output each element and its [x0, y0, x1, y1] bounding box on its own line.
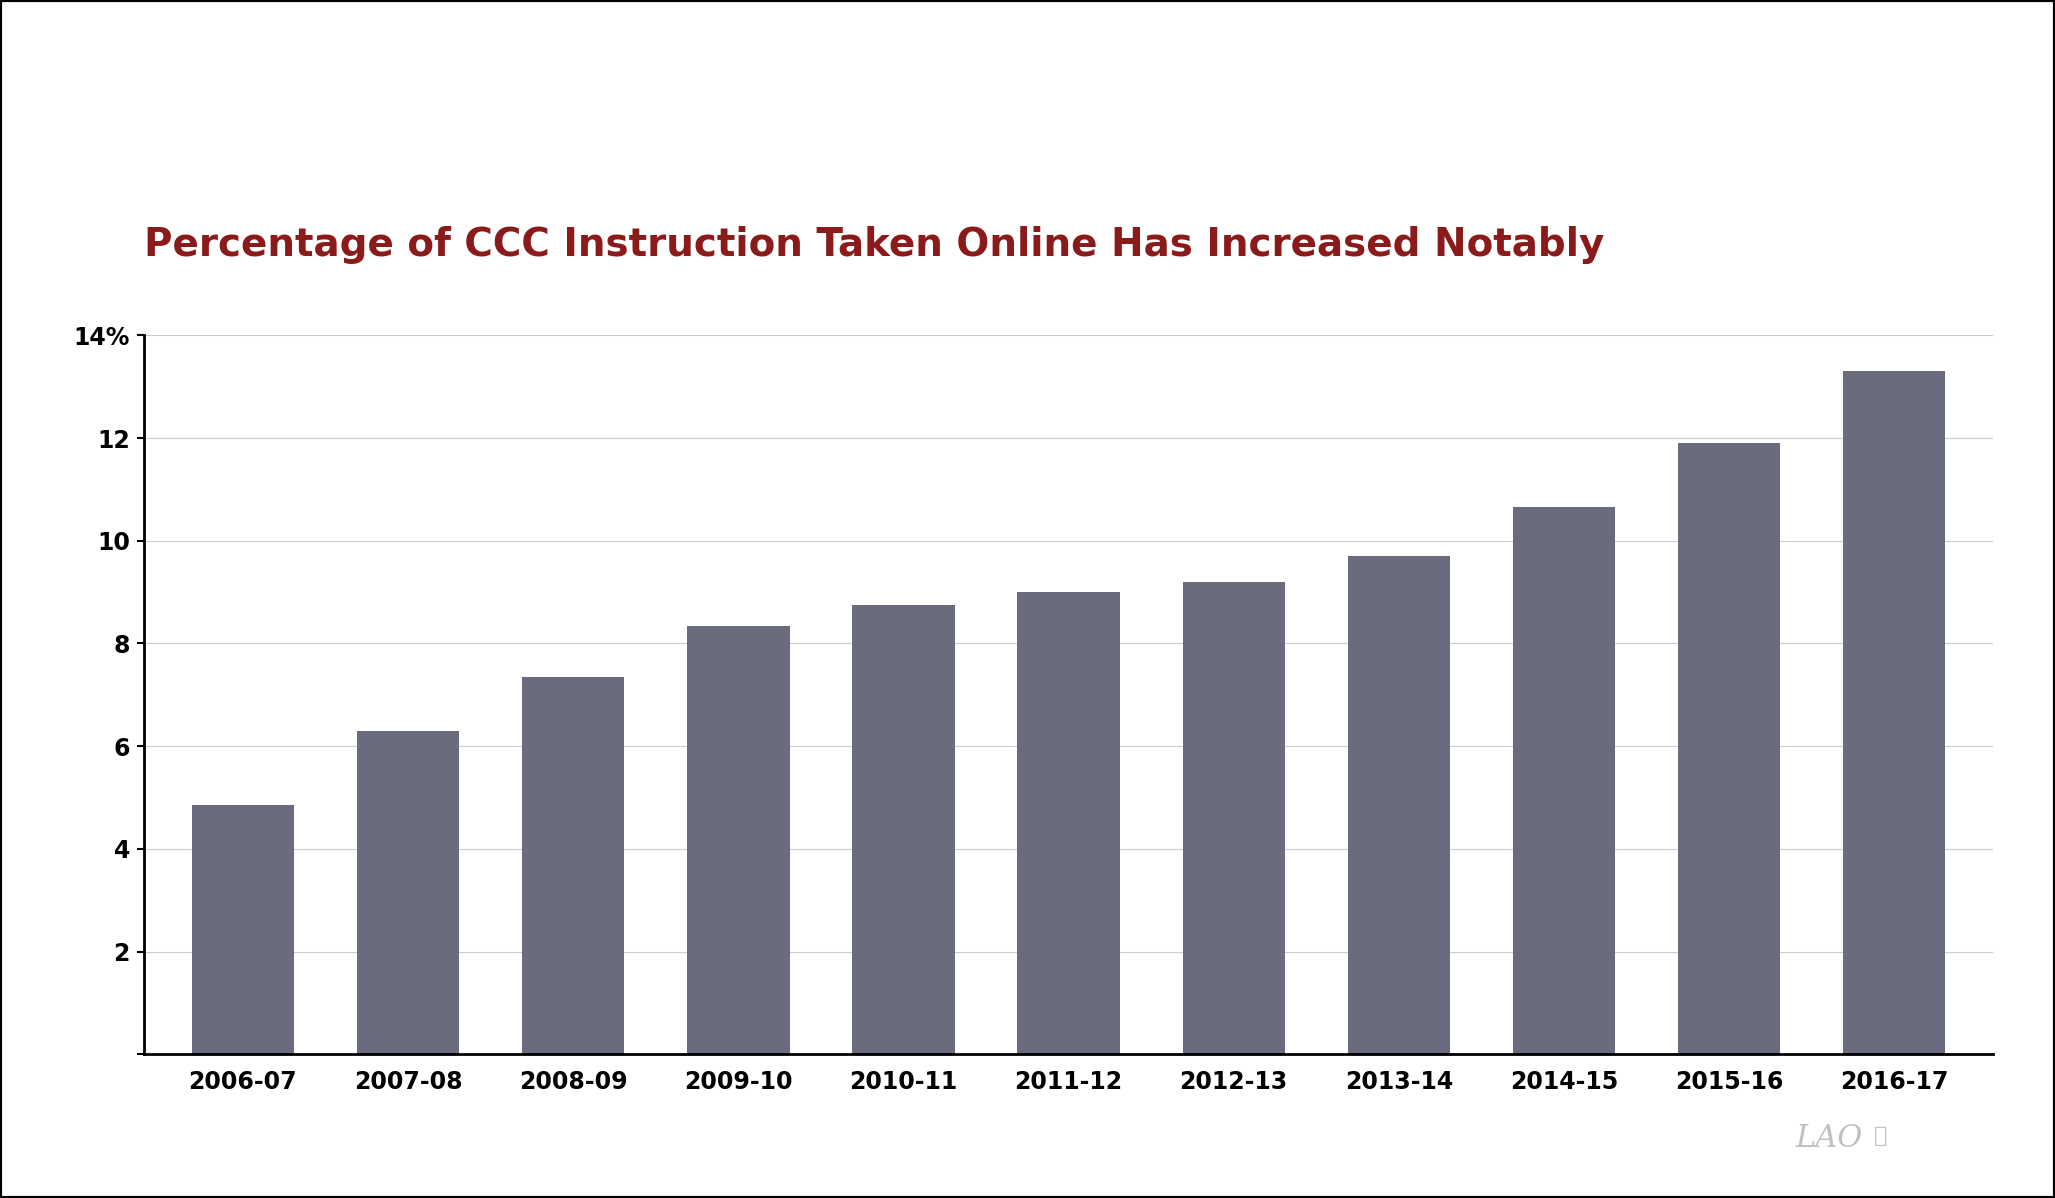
Bar	[686, 625, 789, 1054]
Bar	[191, 805, 294, 1054]
Text: Percentage of CCC Instruction Taken Online Has Increased Notably: Percentage of CCC Instruction Taken Onli…	[144, 225, 1605, 264]
Bar	[1348, 556, 1451, 1054]
Bar	[1679, 443, 1780, 1054]
Bar	[1182, 582, 1284, 1054]
Bar	[358, 731, 458, 1054]
Bar	[1843, 371, 1946, 1054]
Bar	[1512, 508, 1615, 1054]
Bar	[853, 605, 956, 1054]
Bar	[1017, 592, 1120, 1054]
Text: Figure 32: Figure 32	[23, 28, 171, 56]
Text: 🏛: 🏛	[1874, 1126, 1886, 1145]
Text: LAO: LAO	[1796, 1123, 1862, 1154]
Bar	[522, 677, 625, 1054]
